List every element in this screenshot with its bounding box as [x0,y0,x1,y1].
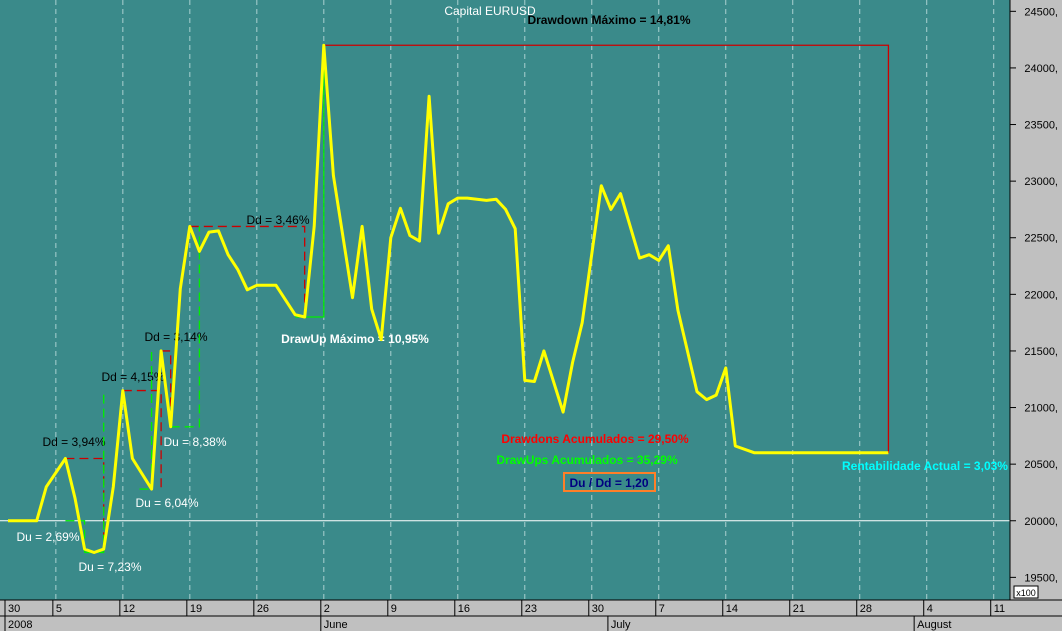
drawup-marker [65,520,86,553]
drawdown-marker [122,389,162,490]
drawup-marker [170,226,201,428]
y-tick-label: 23000, [1024,176,1058,188]
max-drawdown-label: Drawdown Máximo = 14,81% [527,13,690,27]
y-tick-label: 24000, [1024,63,1058,75]
x-period-label: August [917,619,951,631]
x-period-label: June [324,619,348,631]
drawdown-label: Dd = 4,15% [101,370,164,384]
x-tick-label: 9 [391,603,397,615]
drawdown-label: Dd = 3,94% [42,435,105,449]
drawup-label: Du = 2,69% [16,530,79,544]
x-tick-label: 12 [123,603,135,615]
x-period-label: July [611,619,631,631]
drawup-label: Du = 6,04% [135,496,198,510]
y-tick-label: 22500, [1024,233,1058,245]
y-tick-label: 22000, [1024,289,1058,301]
x-tick-label: 14 [726,603,738,615]
x-tick-label: 2 [324,603,330,615]
x-tick-label: 7 [659,603,665,615]
rentabilidad-label: Rentabilidade Actual = 3,03% [842,459,1008,473]
x-tick-label: 11 [994,603,1005,615]
ratio-box [563,472,656,492]
drawup-label: DrawUp Máximo = 10,95% [281,332,429,346]
series-line [8,43,889,554]
x-period-label: 2008 [8,619,32,631]
drawdown-marker [189,225,306,317]
y-axis-panel [1010,0,1062,600]
scale-note-label: x100 [1016,588,1036,598]
x-tick-label: 21 [793,603,805,615]
y-tick-label: 21500, [1024,346,1058,358]
drawdown-markers: Dd = 3,94%Dd = 4,15%Dd = 3,14%Dd = 3,46%… [42,13,890,552]
x-tick-label: 19 [190,603,202,615]
drawdowns-acumulados-label: Drawdons Acumulados = 29,50% [501,432,689,446]
y-tick-label: 20500, [1024,459,1058,471]
scale-note-box [1013,585,1039,599]
drawup-label: Du = 8,38% [163,435,226,449]
drawup-label: Du = 7,23% [78,560,141,574]
x-tick-label: 30 [592,603,604,615]
drawup-marker [139,350,153,490]
x-tick-label: 5 [56,603,62,615]
max-drawdown-marker [323,44,890,453]
x-tick-label: 30 [8,603,20,615]
chart-title: Capital EURUSD [444,4,536,18]
y-tick-label: 20000, [1024,516,1058,528]
x-axis: 30 5 12 19 26 2 9 16 23 30 7 14 21 28 4 11 2008 June July A… [0,599,1062,631]
ratio-label: Du / Dd = 1,20 [569,476,648,490]
x-tick-label: 4 [927,603,933,615]
drawdown-marker [65,457,105,552]
x-tick-label: 16 [458,603,470,615]
drawdown-marker [161,350,172,427]
y-tick-label: 23500, [1024,120,1058,132]
x-tick-label: 23 [525,603,537,615]
plot-area [0,0,1010,600]
y-tick-label: 21000, [1024,403,1058,415]
y-tick-label: 19500, [1024,572,1058,584]
x-tick-label: 26 [257,603,269,615]
y-axis: 19500, 20000, 20500, 21000, 21500, 22000, 2250… [1009,0,1058,600]
y-tick-label: 24500, [1024,6,1058,18]
drawups-acumulados-label: DrawUps Acumulados = 35,29% [496,453,678,467]
drawdown-label: Dd = 3,46% [246,213,309,227]
capital-series [8,43,889,554]
drawup-markers: Du = 2,69% Du = 7,23% Du = 6,04% Du = 8,38%… [16,45,429,574]
x-tick-label: 28 [860,603,872,615]
